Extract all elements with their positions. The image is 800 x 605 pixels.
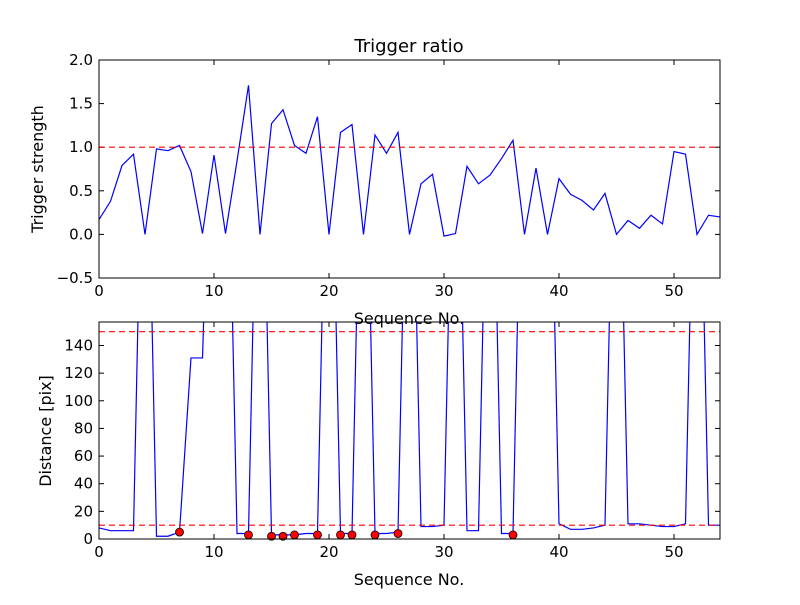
bottom-y-tick-label: 80 <box>74 419 93 437</box>
bottom-marker-point <box>370 530 380 540</box>
top-x-tick-label: 50 <box>664 282 683 300</box>
bottom-y-tick-label: 20 <box>74 502 93 520</box>
bottom-marker-point <box>278 531 288 541</box>
top-clipped-group <box>99 85 720 237</box>
trigger-ratio-chart: Trigger ratio 0 10 20 30 40 50 −0.5 0.0 0.5 1.0 1.… <box>28 36 721 328</box>
bottom-x-axis-label: Sequence No. <box>354 570 465 589</box>
bottom-plot-area <box>99 322 720 541</box>
bottom-marker-point <box>175 527 184 537</box>
top-y-tick-label: −0.5 <box>57 269 93 287</box>
bottom-y-tick-label: 40 <box>74 475 93 493</box>
bottom-marker-point <box>313 530 322 540</box>
bottom-marker-point <box>290 530 299 540</box>
top-x-tick-label: 40 <box>549 282 568 300</box>
top-y-tick-label: 2.0 <box>69 51 93 69</box>
top-plot-area <box>99 85 720 237</box>
bottom-x-tick-label: 50 <box>664 543 683 561</box>
bottom-x-tick-label: 40 <box>549 543 568 561</box>
top-x-tick-label: 0 <box>94 282 104 300</box>
top-y-tick-label: 0.0 <box>69 225 93 243</box>
top-tick-group: 0 10 20 30 40 50 −0.5 0.0 0.5 1.0 1.5 2.0 <box>57 51 720 300</box>
bottom-y-tick-label: 140 <box>64 336 93 354</box>
bottom-marker-point <box>244 530 253 540</box>
top-y-tick-label: 1.0 <box>69 138 93 156</box>
top-x-tick-label: 30 <box>434 282 453 300</box>
bottom-y-axis-label: Distance [pix] <box>36 375 55 487</box>
bottom-y-tick-label: 100 <box>64 392 93 410</box>
bottom-x-tick-label: 20 <box>319 543 338 561</box>
bottom-marker-point <box>336 530 345 540</box>
bottom-marker-point <box>347 530 357 540</box>
bottom-marker-point <box>267 531 276 541</box>
bottom-y-tick-label: 0 <box>83 530 93 548</box>
bottom-y-tick-label: 120 <box>64 364 93 382</box>
top-x-tick-label: 10 <box>204 282 223 300</box>
distance-chart: 0 10 20 30 40 50 0 20 40 60 80 100 120 140 Sequence N… <box>36 321 721 589</box>
bottom-y-tick-label: 60 <box>74 447 93 465</box>
top-y-tick-label: 1.5 <box>69 95 93 113</box>
bottom-marker-point <box>508 530 518 540</box>
top-y-axis-label: Trigger strength <box>28 105 47 234</box>
bottom-axes-frame <box>98 321 721 540</box>
top-x-axis-label: Sequence No. <box>354 309 465 328</box>
bottom-series-line <box>99 322 720 537</box>
top-x-tick-label: 20 <box>319 282 338 300</box>
top-y-tick-label: 0.5 <box>69 182 93 200</box>
top-series-line <box>99 85 720 237</box>
bottom-tick-group: 0 10 20 30 40 50 0 20 40 60 80 100 120 140 <box>64 322 720 561</box>
bottom-x-tick-label: 10 <box>204 543 223 561</box>
chart-title: Trigger ratio <box>353 36 463 57</box>
bottom-x-tick-label: 30 <box>434 543 453 561</box>
bottom-x-tick-label: 0 <box>94 543 104 561</box>
bottom-marker-point <box>393 529 403 538</box>
bottom-clipped-group <box>99 322 720 537</box>
top-axes-frame <box>98 59 721 279</box>
